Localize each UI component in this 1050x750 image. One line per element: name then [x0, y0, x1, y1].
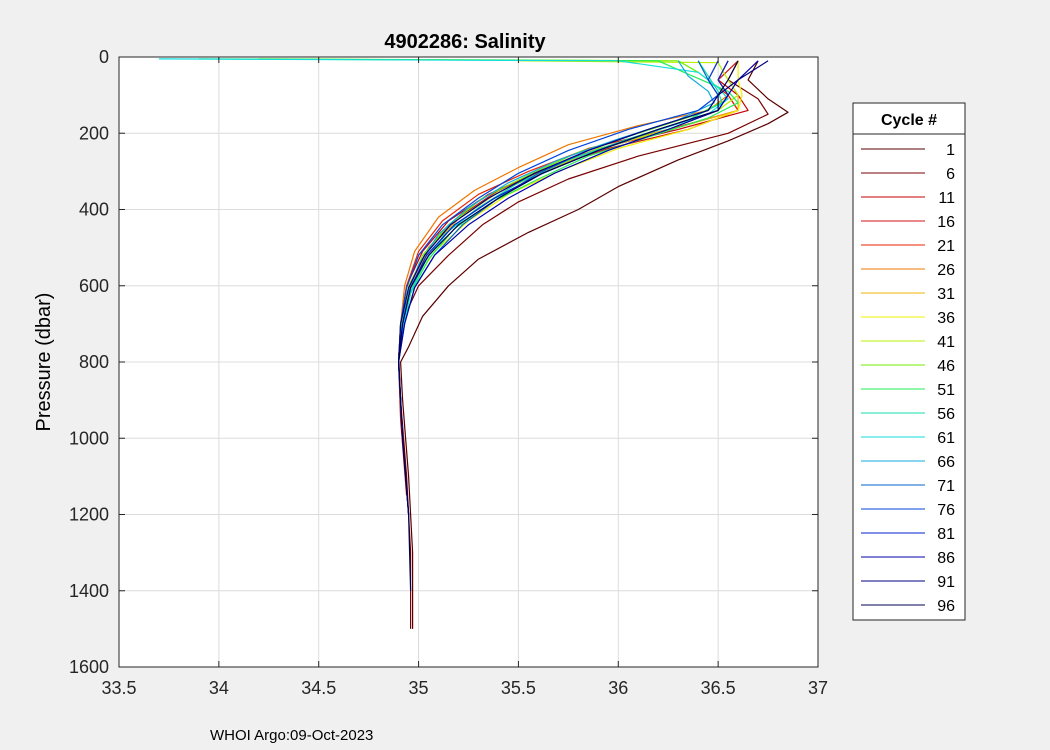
legend-label: 81 — [937, 526, 955, 543]
y-tick-label: 400 — [79, 200, 109, 220]
x-tick-label: 37 — [808, 678, 828, 698]
y-tick-label: 1400 — [69, 581, 109, 601]
legend-label: 91 — [937, 574, 955, 591]
y-tick-label: 600 — [79, 276, 109, 296]
x-tick-label: 34.5 — [301, 678, 336, 698]
y-ticks: 0 200 400 600 800 1000 1200 1400 1600 — [69, 47, 818, 677]
legend-label: 26 — [937, 262, 955, 279]
x-tick-label: 35 — [409, 678, 429, 698]
series-line-cycle-1 — [400, 60, 789, 629]
y-tick-label: 800 — [79, 352, 109, 372]
chart-title: 4902286: Salinity — [384, 31, 546, 53]
legend-title: Cycle # — [881, 112, 937, 129]
legend-label: 41 — [937, 334, 955, 351]
legend-label: 86 — [937, 550, 955, 567]
legend-label: 66 — [937, 454, 955, 471]
grid-lines — [119, 57, 818, 667]
y-tick-label: 1600 — [69, 657, 109, 677]
legend-label: 11 — [938, 190, 955, 207]
series-line-cycle-86 — [398, 60, 759, 515]
y-tick-label: 0 — [99, 47, 109, 67]
legend-label: 6 — [946, 166, 955, 183]
series-lines — [158, 58, 789, 629]
series-line-cycle-96 — [398, 60, 739, 591]
legend-label: 71 — [937, 478, 955, 495]
x-tick-label: 34 — [209, 678, 229, 698]
legend-label: 21 — [937, 238, 955, 255]
legend-label: 31 — [937, 286, 955, 303]
x-tick-label: 36 — [608, 678, 628, 698]
legend-label: 36 — [937, 310, 955, 327]
x-ticks: 33.5 34 34.5 35 35.5 36 36.5 37 — [101, 57, 828, 698]
y-axis-label: Pressure (dbar) — [33, 293, 55, 432]
series-line-cycle-91 — [398, 60, 769, 515]
legend-box — [852, 102, 966, 621]
legend-label: 76 — [937, 502, 955, 519]
footer-credit: WHOI Argo:09-Oct-2023 — [210, 727, 374, 744]
legend-label: 56 — [937, 406, 955, 423]
y-tick-label: 1000 — [69, 428, 109, 448]
series-line-cycle-6 — [398, 60, 769, 629]
y-tick-label: 1200 — [69, 505, 109, 525]
legend-label: 51 — [937, 382, 955, 399]
legend-label: 16 — [937, 214, 955, 231]
legend: Cycle # 16111621263136414651566166717681… — [852, 102, 966, 621]
legend-label: 1 — [946, 142, 955, 159]
y-tick-label: 200 — [79, 123, 109, 143]
x-tick-label: 35.5 — [501, 678, 536, 698]
legend-label: 46 — [937, 358, 955, 375]
legend-label: 61 — [937, 430, 955, 447]
legend-label: 96 — [937, 598, 955, 615]
x-tick-label: 36.5 — [701, 678, 736, 698]
x-tick-label: 33.5 — [101, 678, 136, 698]
